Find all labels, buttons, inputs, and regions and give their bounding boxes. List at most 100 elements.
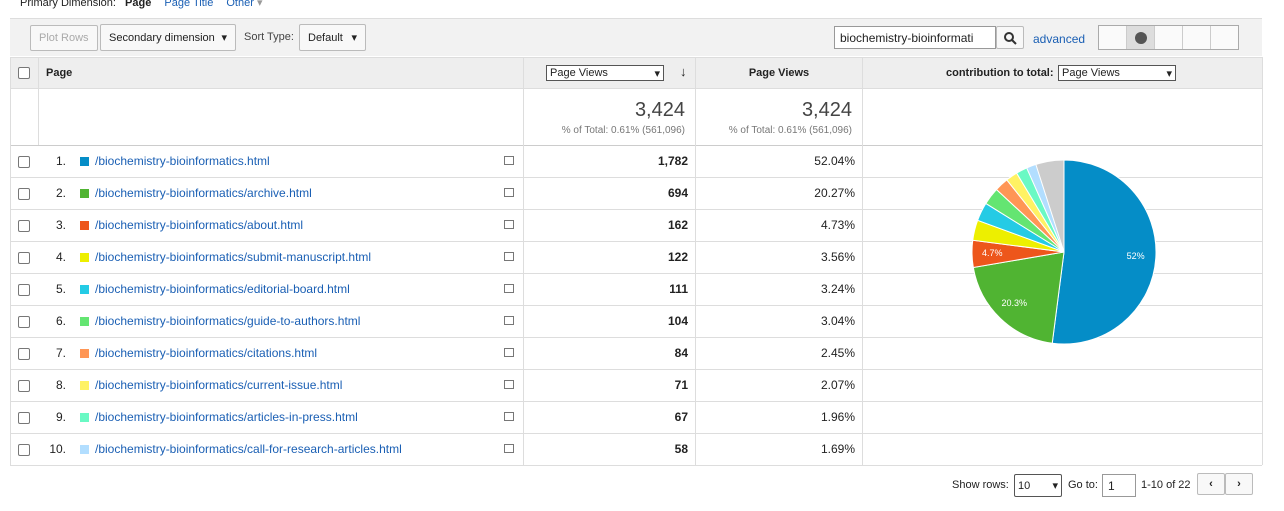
total-sub: % of Total: 0.61% (561,096): [561, 125, 685, 136]
label: 1-10 of 22: [1141, 479, 1191, 491]
open-icon[interactable]: [504, 348, 514, 357]
open-icon[interactable]: [504, 252, 514, 261]
option[interactable]: Other: [226, 0, 254, 9]
checkbox[interactable]: [18, 316, 30, 328]
label: Page Views: [1062, 67, 1120, 79]
page-link[interactable]: /biochemistry-bioinformatics/editorial-b…: [95, 282, 350, 296]
label: Sort Type:: [244, 31, 294, 43]
goto-input[interactable]: 1: [1102, 474, 1136, 497]
views: 111: [669, 282, 688, 296]
page-link[interactable]: /biochemistry-bioinformatics/about.html: [95, 218, 304, 232]
page-link[interactable]: /biochemistry-bioinformatics/call-for-re…: [95, 442, 402, 456]
slice-label: 20.3%: [1002, 298, 1028, 308]
next-button[interactable]: ›: [1225, 473, 1253, 495]
views: 84: [674, 346, 688, 360]
page-link[interactable]: /biochemistry-bioinformatics/citations.h…: [95, 346, 318, 360]
row-index: 8.: [55, 378, 66, 392]
views: 122: [667, 250, 688, 264]
open-icon[interactable]: [504, 412, 514, 421]
checkbox[interactable]: [18, 188, 30, 200]
pie-slice: [1026, 163, 1065, 253]
view-bar[interactable]: [1155, 26, 1183, 49]
header: Page Views: [748, 67, 810, 79]
checkbox[interactable]: [18, 67, 30, 79]
search-input[interactable]: biochemistry-bioinformati: [834, 26, 996, 49]
table-row: 4. /biochemistry-bioinformatics/submit-ma…: [10, 242, 1262, 274]
percent: 3.04%: [820, 314, 855, 328]
page-link[interactable]: /biochemistry-bioinformatics/articles-in…: [95, 410, 358, 424]
table-row: 1. /biochemistry-bioinformatics.html 1,782…: [10, 146, 1262, 178]
total: 3,424 % of Total: 0.61% (561,096): [695, 89, 862, 145]
checkbox[interactable]: [18, 380, 30, 392]
sort-arrow[interactable]: ↓: [680, 64, 687, 79]
percent: 3.56%: [820, 250, 855, 264]
view-pie[interactable]: [1127, 26, 1155, 49]
search-button[interactable]: [996, 26, 1024, 49]
checkbox[interactable]: [18, 444, 30, 456]
pie-slice: [1051, 159, 1157, 345]
sort-type[interactable]: Default ▾: [299, 24, 366, 51]
percent: 1.69%: [820, 442, 855, 456]
color-key: [80, 285, 89, 294]
open-icon[interactable]: [504, 220, 514, 229]
row-index: 3.: [55, 218, 66, 232]
table-row: 7. /biochemistry-bioinformatics/citations…: [10, 338, 1262, 370]
checkbox[interactable]: [18, 284, 30, 296]
view-compare[interactable]: [1183, 26, 1211, 49]
option[interactable]: Page: [125, 0, 152, 9]
metric-select[interactable]: Page Views ▾: [546, 65, 664, 81]
views: 104: [667, 314, 688, 328]
checkbox[interactable]: [18, 412, 30, 424]
option[interactable]: Page Title: [164, 0, 214, 9]
open-icon[interactable]: [504, 380, 514, 389]
show-rows-select[interactable]: 10 ▾: [1014, 474, 1062, 497]
page-link[interactable]: /biochemistry-bioinformatics/archive.htm…: [95, 186, 312, 200]
page-link[interactable]: /biochemistry-bioinformatics/submit-manu…: [95, 250, 372, 264]
open-icon[interactable]: [504, 444, 514, 453]
checkbox[interactable]: [18, 156, 30, 168]
page-link[interactable]: /biochemistry-bioinformatics.html: [95, 154, 270, 168]
percent: 2.07%: [820, 378, 855, 392]
open-icon[interactable]: [504, 284, 514, 293]
page-link[interactable]: /biochemistry-bioinformatics/current-iss…: [95, 378, 343, 392]
table-row: 6. /biochemistry-bioinformatics/guide-to-…: [10, 306, 1262, 338]
border: [1262, 57, 1263, 465]
open-icon[interactable]: [504, 188, 514, 197]
prev-button[interactable]: ‹: [1197, 473, 1225, 495]
primary-dimension: Primary Dimension: Page Page Title Other…: [20, 0, 262, 9]
label: 10: [1018, 479, 1031, 492]
label: Primary Dimension:: [20, 0, 116, 9]
contribution-select[interactable]: Page Views ▾: [1058, 65, 1176, 81]
label: Secondary dimension: [109, 31, 215, 44]
color-key: [80, 445, 89, 454]
row-index: 6.: [55, 314, 66, 328]
advanced-link[interactable]: advanced: [1033, 32, 1086, 46]
search-icon: [1004, 31, 1017, 45]
percent: 20.27%: [814, 186, 855, 200]
pie-chart: 52% 20.3% 4.7%: [971, 159, 1157, 345]
percent: 2.45%: [820, 346, 855, 360]
page-link[interactable]: /biochemistry-bioinformatics/guide-to-au…: [95, 314, 361, 328]
color-key: [80, 413, 89, 422]
checkbox[interactable]: [18, 220, 30, 232]
checkbox[interactable]: [18, 348, 30, 360]
view-pivot[interactable]: [1211, 26, 1238, 49]
border: [862, 57, 863, 465]
views: 71: [674, 378, 688, 392]
border: [695, 57, 696, 465]
table-row: 5. /biochemistry-bioinformatics/editorial…: [10, 274, 1262, 306]
view-table[interactable]: [1099, 26, 1127, 49]
row-index: 10.: [49, 442, 66, 456]
color-key: [80, 253, 89, 262]
checkbox[interactable]: [18, 252, 30, 264]
color-key: [80, 189, 89, 198]
views: 162: [667, 218, 688, 232]
open-icon[interactable]: [504, 316, 514, 325]
percent: 3.24%: [820, 282, 855, 296]
total-value: 3,424: [634, 99, 685, 121]
table-row: 9. /biochemistry-bioinformatics/articles-…: [10, 402, 1262, 434]
plot-rows-button[interactable]: Plot Rows: [30, 25, 98, 51]
row-index: 9.: [55, 410, 66, 424]
open-icon[interactable]: [504, 156, 514, 165]
secondary-dimension[interactable]: Secondary dimension ▾: [100, 24, 236, 51]
